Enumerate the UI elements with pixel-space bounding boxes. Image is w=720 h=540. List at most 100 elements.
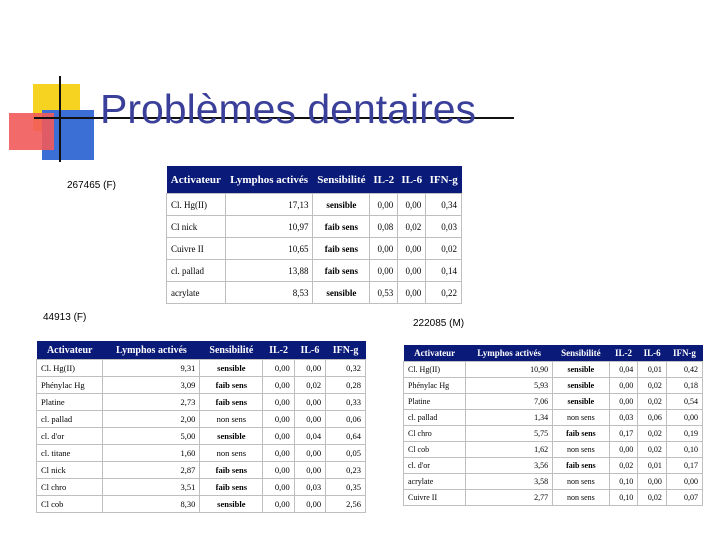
table-cell: 0,00 bbox=[665, 473, 704, 490]
table-row: Cuivre II 2,77 non sens 0,10 0,02 0,07 bbox=[402, 489, 704, 506]
table-cell: 0,04 bbox=[293, 427, 327, 445]
table-cell: 0,10 bbox=[665, 441, 704, 458]
table-cell: 3,51 bbox=[102, 478, 201, 496]
table-cell: 1,60 bbox=[102, 444, 201, 462]
table-cell: sensible bbox=[199, 495, 264, 513]
table-cell: 0,10 bbox=[608, 473, 639, 490]
table-row: cl. d'or 5,00 sensible 0,00 0,04 0,64 bbox=[35, 427, 366, 445]
table-cell: 0,53 bbox=[369, 281, 399, 304]
table-cell: acrylate bbox=[402, 473, 467, 490]
results-table-top: Activateur Lymphos activés Sensibilité IL-2… bbox=[166, 166, 462, 304]
table-cell: Platine bbox=[402, 393, 467, 410]
column-header: Sensibilité bbox=[552, 345, 610, 362]
results-table-right: Activateur Lymphos activés Sensibilité IL-2… bbox=[402, 345, 704, 506]
column-header: IL-6 bbox=[637, 345, 667, 362]
table-cell: cl. pallad bbox=[166, 259, 226, 282]
table-cell: faib sens bbox=[199, 478, 264, 496]
table-cell: cl. titane bbox=[35, 444, 104, 462]
table-cell: 0,28 bbox=[325, 376, 366, 394]
table-cell: cl. pallad bbox=[35, 410, 104, 428]
table-cell: sensible bbox=[312, 193, 371, 216]
table-cell: 0,34 bbox=[425, 193, 462, 216]
table-cell: 0,00 bbox=[262, 444, 295, 462]
table-cell: 0,00 bbox=[397, 237, 427, 260]
table-cell: faib sens bbox=[552, 425, 610, 442]
table-cell: 0,00 bbox=[397, 193, 427, 216]
table-cell: 0,02 bbox=[637, 377, 667, 394]
table-cell: 0,22 bbox=[425, 281, 462, 304]
table-row: acrylate 3,58 non sens 0,10 0,00 0,00 bbox=[402, 473, 704, 490]
table-row: cl. titane 1,60 non sens 0,00 0,00 0,05 bbox=[35, 444, 366, 462]
table-header-row: Activateur Lymphos activés Sensibilité IL-2… bbox=[166, 166, 462, 194]
table-cell: cl. d'or bbox=[35, 427, 104, 445]
table-cell: 0,03 bbox=[425, 215, 462, 238]
table-cell: faib sens bbox=[199, 393, 264, 411]
table-row: Platine 7,06 sensible 0,00 0,02 0,54 bbox=[402, 393, 704, 410]
table-cell: Phénylac Hg bbox=[35, 376, 104, 394]
table-cell: 0,00 bbox=[369, 259, 399, 282]
table-row: cl. pallad 13,88 faib sens 0,00 0,00 0,14 bbox=[166, 259, 462, 282]
table-cell: sensible bbox=[199, 427, 264, 445]
table-cell: sensible bbox=[312, 281, 371, 304]
table-cell: non sens bbox=[552, 489, 610, 506]
table-cell: 2,73 bbox=[102, 393, 201, 411]
table-cell: faib sens bbox=[312, 259, 371, 282]
column-header: IFN-g bbox=[425, 166, 462, 194]
table-row: cl. d'or 3,56 faib sens 0,02 0,01 0,17 bbox=[402, 457, 704, 474]
table-cell: Cl cob bbox=[35, 495, 104, 513]
table-cell: 0,00 bbox=[262, 478, 295, 496]
table-cell: 9,31 bbox=[102, 359, 201, 377]
column-header: IL-2 bbox=[369, 166, 398, 194]
table-cell: Cl nick bbox=[35, 461, 104, 479]
table-cell: Cuivre II bbox=[402, 489, 467, 506]
table-cell: 0,00 bbox=[608, 441, 639, 458]
table-cell: 10,65 bbox=[224, 237, 314, 260]
table-cell: sensible bbox=[552, 361, 610, 378]
table-cell: 2,77 bbox=[465, 489, 554, 506]
table-cell: Phénylac Hg bbox=[402, 377, 467, 394]
table-cell: 5,93 bbox=[465, 377, 554, 394]
column-header: Lymphos activés bbox=[102, 341, 200, 360]
table-cell: 0,06 bbox=[637, 409, 667, 426]
table-cell: 17,13 bbox=[224, 193, 314, 216]
table-cell: 2,00 bbox=[102, 410, 201, 428]
table-cell: 0,17 bbox=[665, 457, 704, 474]
table-row: Platine 2,73 faib sens 0,00 0,00 0,33 bbox=[35, 393, 366, 411]
column-header: Activateur bbox=[36, 341, 103, 360]
table-cell: Cuivre II bbox=[166, 237, 226, 260]
table-cell: 8,30 bbox=[102, 495, 201, 513]
table-row: Cl nick 10,97 faib sens 0,08 0,02 0,03 bbox=[166, 215, 462, 238]
column-header: Sensibilité bbox=[312, 166, 370, 194]
table-cell: 0,02 bbox=[637, 393, 667, 410]
slide-title: Problèmes dentaires bbox=[100, 86, 477, 132]
table-cell: 0,00 bbox=[262, 376, 295, 394]
table-row: Cl chro 3,51 faib sens 0,00 0,03 0,35 bbox=[35, 478, 366, 496]
table-row: Phénylac Hg 3,09 faib sens 0,00 0,02 0,28 bbox=[35, 376, 366, 394]
column-header: IFN-g bbox=[666, 345, 703, 362]
caption-right-table: 222085 (M) bbox=[413, 318, 465, 329]
table-cell: 0,35 bbox=[325, 478, 366, 496]
caption-top-table: 267465 (F) bbox=[67, 180, 116, 191]
table-row: cl. pallad 2,00 non sens 0,00 0,00 0,06 bbox=[35, 410, 366, 428]
table-cell: 0,01 bbox=[637, 457, 667, 474]
table-cell: 0,08 bbox=[369, 215, 399, 238]
table-cell: 3,56 bbox=[465, 457, 554, 474]
table-cell: faib sens bbox=[199, 376, 264, 394]
table-cell: 0,00 bbox=[637, 473, 667, 490]
table-cell: 2,87 bbox=[102, 461, 201, 479]
table-row: cl. pallad 1,34 non sens 0,03 0,06 0,00 bbox=[402, 409, 704, 426]
table-cell: Cl. Hg(II) bbox=[166, 193, 226, 216]
column-header: IL-2 bbox=[262, 341, 295, 360]
table-cell: 0,00 bbox=[262, 359, 295, 377]
table-cell: 0,00 bbox=[397, 281, 427, 304]
table-cell: 2,56 bbox=[325, 495, 366, 513]
table-cell: cl. d'or bbox=[402, 457, 467, 474]
column-header: IL-6 bbox=[397, 166, 426, 194]
table-cell: 0,00 bbox=[262, 393, 295, 411]
table-cell: 0,32 bbox=[325, 359, 366, 377]
table-cell: 3,58 bbox=[465, 473, 554, 490]
table-cell: Cl nick bbox=[166, 215, 226, 238]
table-cell: 8,53 bbox=[224, 281, 314, 304]
table-cell: 0,05 bbox=[325, 444, 366, 462]
table-header-row: Activateur Lymphos activés Sensibilité IL-2… bbox=[36, 341, 366, 360]
